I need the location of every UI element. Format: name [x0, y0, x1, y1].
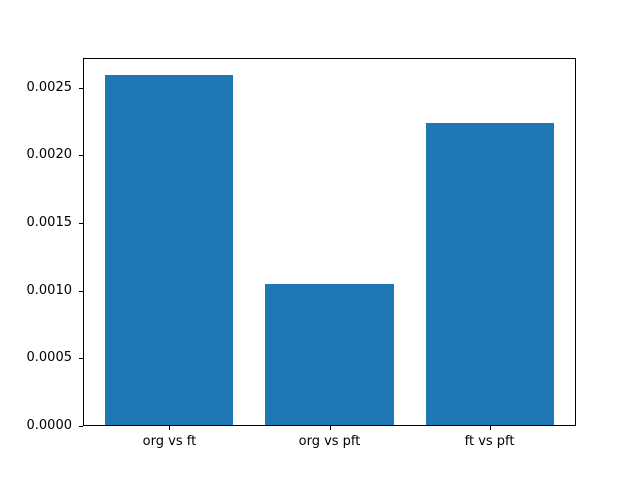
y-tick-label: 0.0015: [26, 215, 73, 230]
y-tick-mark: [79, 223, 83, 224]
y-tick-mark: [79, 358, 83, 359]
x-tick-label: org vs ft: [142, 434, 197, 449]
x-tick-label: org vs pft: [298, 434, 361, 449]
y-tick-mark: [79, 155, 83, 156]
x-tick-mark: [329, 426, 331, 430]
y-tick-label: 0.0000: [26, 418, 73, 433]
y-tick-label: 0.0020: [26, 147, 73, 162]
x-tick-mark: [169, 426, 171, 430]
bar-ft-vs-pft: [425, 123, 554, 425]
y-tick-label: 0.0025: [26, 80, 73, 95]
y-tick-mark: [79, 88, 83, 89]
bar-org-vs-pft: [265, 284, 394, 425]
bar-org-vs-ft: [105, 75, 234, 425]
y-tick-label: 0.0010: [26, 283, 73, 298]
plot-area: [83, 58, 576, 426]
y-tick-mark: [79, 426, 83, 427]
y-tick-label: 0.0005: [26, 350, 73, 365]
x-tick-mark: [489, 426, 491, 430]
x-tick-label: ft vs pft: [464, 434, 515, 449]
y-tick-mark: [79, 291, 83, 292]
